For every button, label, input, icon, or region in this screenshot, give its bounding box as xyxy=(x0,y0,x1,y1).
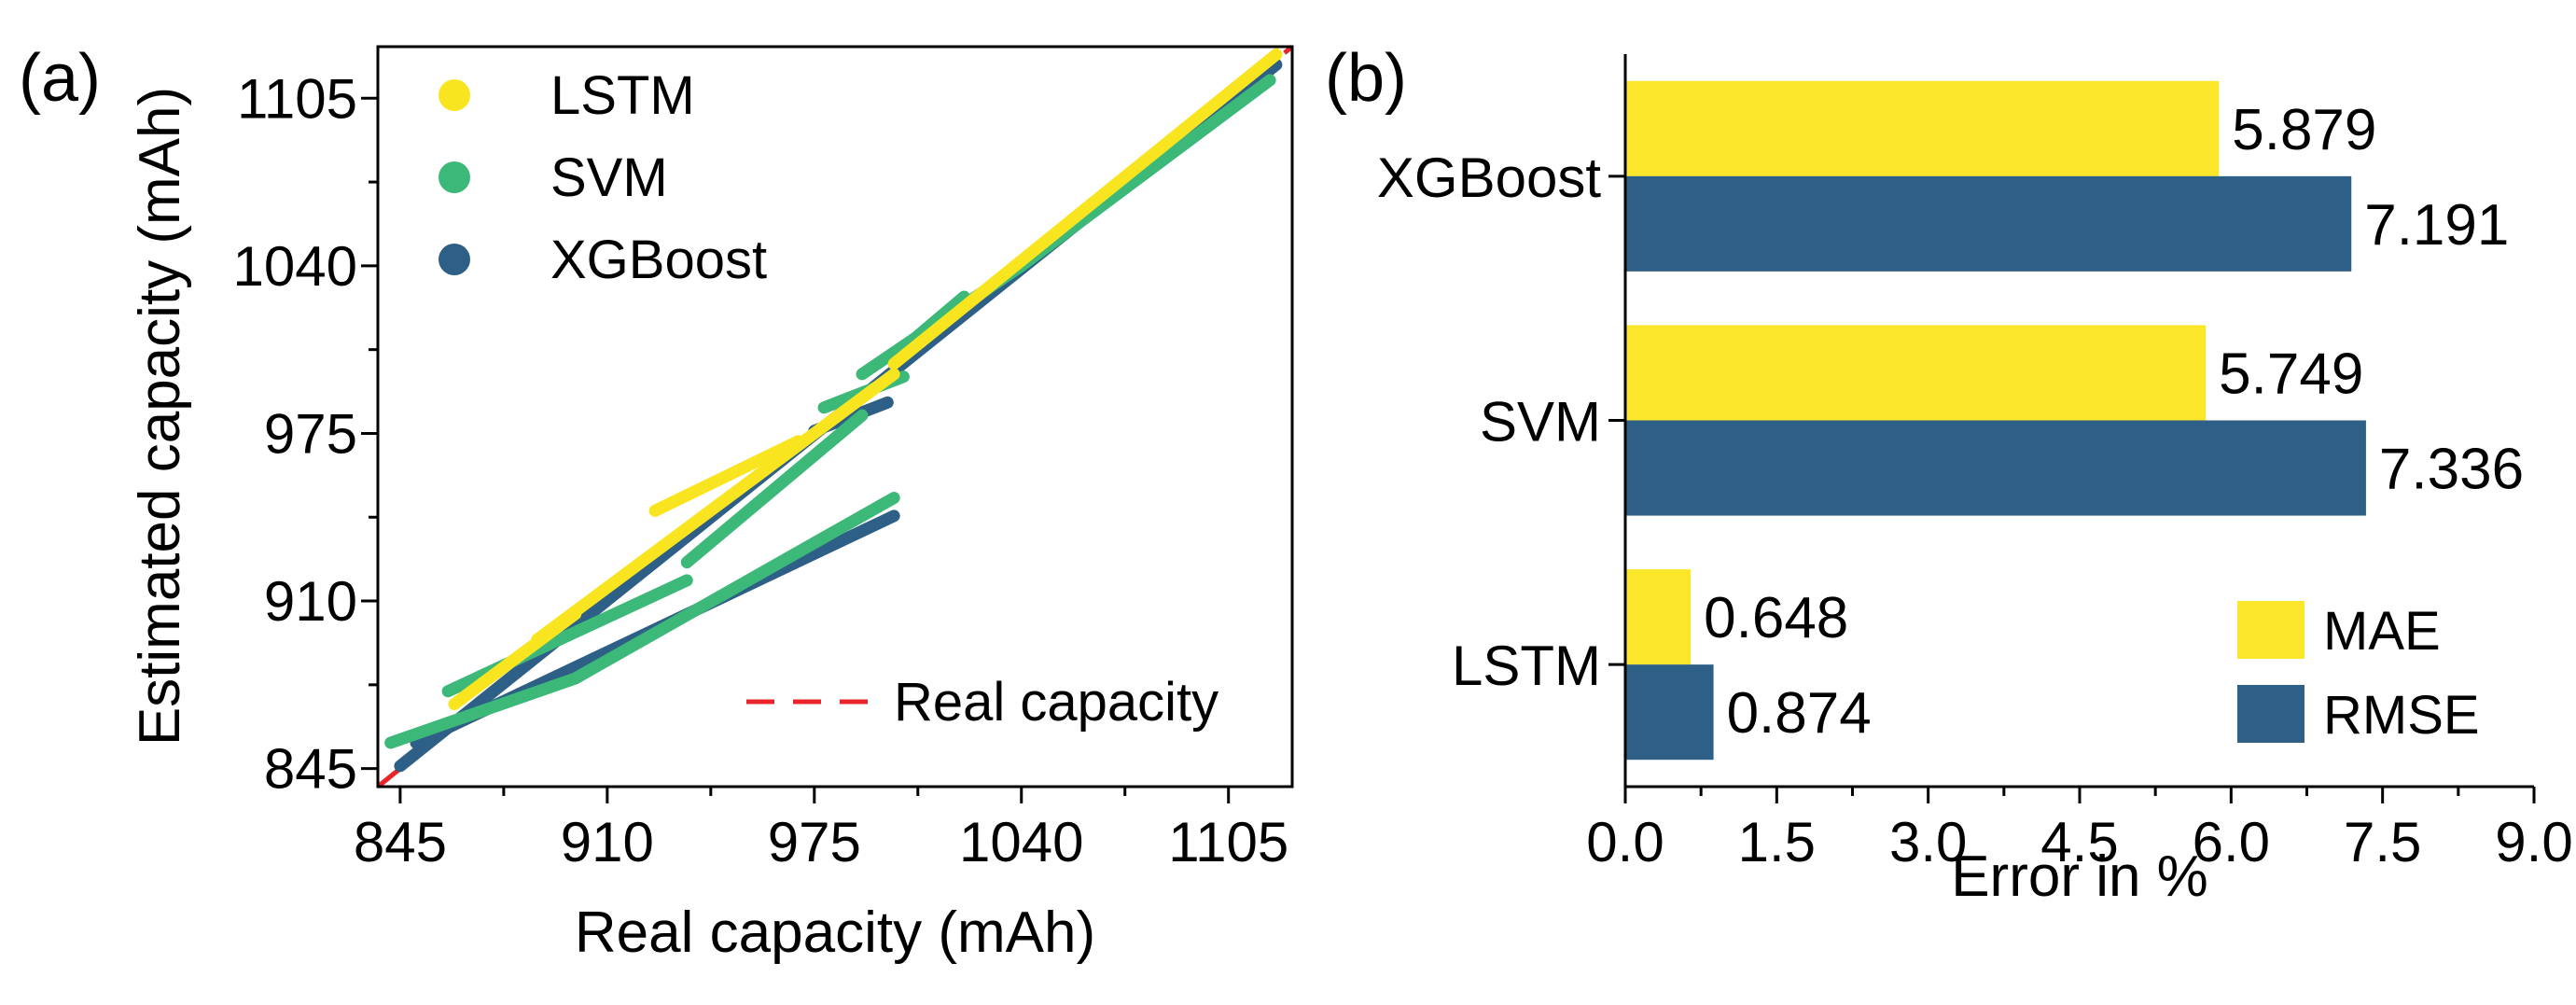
category-label-lstm: LSTM xyxy=(1452,635,1601,697)
x-tick-label-a-0: 845 xyxy=(354,811,447,873)
x-tick-label-b-1: 1.5 xyxy=(1738,811,1816,873)
legend-swatch-rmse xyxy=(2237,685,2304,743)
y-tick-label-a-0: 845 xyxy=(264,738,357,801)
series-lstm-segment-3 xyxy=(887,48,1283,370)
panel-b-tag: (b) xyxy=(1325,41,1407,116)
bar-xgboost-rmse xyxy=(1625,175,2352,272)
bar-label-xgboost-mae: 5.879 xyxy=(2232,98,2376,162)
bar-label-svm-mae: 5.749 xyxy=(2219,342,2363,406)
series-lstm-segment-2 xyxy=(648,435,805,517)
series-lstm-segment-1 xyxy=(531,368,900,647)
legend-label-xgboost: XGBoost xyxy=(550,230,767,290)
category-axis-b: XGBoost SVM LSTM xyxy=(1377,147,1625,697)
series-svm-segment-6 xyxy=(887,290,970,363)
x-tick-label-b-4: 6.0 xyxy=(2193,811,2270,873)
series-svm-segment-3 xyxy=(680,409,869,569)
x-axis-label-b: Error in % xyxy=(1951,844,2208,909)
legend-a: LSTM SVM XGBoost Real capacity xyxy=(439,65,1218,733)
series-layer xyxy=(384,48,1283,773)
bar-label-xgboost-rmse: 7.191 xyxy=(2364,193,2509,258)
y-tick-label-a-4: 1105 xyxy=(237,67,357,130)
y-tick-label-a-2: 975 xyxy=(264,402,357,465)
bar-xgboost-mae xyxy=(1625,80,2220,176)
legend-swatch-mae xyxy=(2237,601,2304,659)
bar-label-lstm-mae: 0.648 xyxy=(1704,586,1848,650)
bar-svm-rmse xyxy=(1625,420,2366,516)
y-axis-label-a: Estimated capacity (mAh) xyxy=(128,87,192,746)
y-tick-label-a-3: 1040 xyxy=(233,235,357,298)
x-tick-label-b-0: 0.0 xyxy=(1586,811,1664,873)
x-tick-label-a-1: 910 xyxy=(561,811,654,873)
bar-svm-mae xyxy=(1625,325,2207,421)
panel-a-tag: (a) xyxy=(19,41,101,116)
category-label-svm: SVM xyxy=(1480,391,1601,454)
x-tick-label-b-2: 3.0 xyxy=(1889,811,1967,873)
bar-label-svm-rmse: 7.336 xyxy=(2379,438,2524,502)
x-tick-label-b-5: 7.5 xyxy=(2344,811,2421,873)
panel-a-capacity-scatter: (a) 845 910 975 1040 1105 84591097510401105 … xyxy=(19,41,1294,965)
legend-marker-xgboost xyxy=(439,244,470,275)
category-label-xgboost: XGBoost xyxy=(1377,147,1601,209)
x-tick-label-a-4: 1105 xyxy=(1168,811,1288,873)
legend-marker-lstm xyxy=(439,79,470,111)
x-axis-ticks-a: 845 910 975 1040 1105 xyxy=(354,787,1288,873)
legend-label-rmse: RMSE xyxy=(2323,685,2480,746)
x-axis-label-a: Real capacity (mAh) xyxy=(575,900,1095,965)
legend-label-svm: SVM xyxy=(550,147,668,208)
series-svm-segment-1 xyxy=(569,492,900,685)
x-tick-label-a-2: 975 xyxy=(768,811,861,873)
x-tick-label-b-6: 9.0 xyxy=(2495,811,2572,873)
plot-frame-a xyxy=(376,45,1294,789)
legend-marker-svm xyxy=(439,161,470,193)
legend-label-reference: Real capacity xyxy=(894,672,1218,733)
legend-label-lstm: LSTM xyxy=(550,65,695,126)
bar-lstm-rmse xyxy=(1625,664,1714,761)
bar-lstm-mae xyxy=(1625,569,1692,665)
x-axis-ticks-b: 0.0 1.5 3.0 4.5 6.0 7.5 9.0 xyxy=(1586,787,2573,873)
x-tick-label-a-3: 1040 xyxy=(959,811,1083,873)
legend-label-mae: MAE xyxy=(2323,601,2441,662)
series-svm-segment-0 xyxy=(384,672,582,749)
legend-b: MAE RMSE xyxy=(2237,601,2480,746)
bar-label-lstm-rmse: 0.874 xyxy=(1727,681,1872,746)
x-tick-label-b-3: 4.5 xyxy=(2040,811,2118,873)
y-axis-ticks-a: 845 910 975 1040 1105 xyxy=(233,67,378,801)
y-tick-label-a-1: 910 xyxy=(264,570,357,633)
